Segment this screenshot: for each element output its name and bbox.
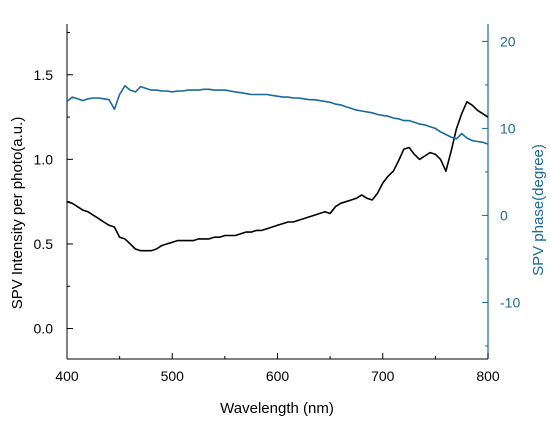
y-right-tick-label: -10	[500, 294, 520, 310]
phase-series-line	[66, 85, 489, 145]
x-axis: 400 500 600 700 800	[55, 353, 500, 384]
x-tick-label: 500	[161, 368, 185, 384]
x-axis-title: Wavelength (nm)	[220, 400, 334, 417]
y-right-tick-label: 0	[500, 207, 508, 223]
x-tick-label: 800	[476, 368, 500, 384]
y-right-tick-label: 10	[500, 120, 516, 136]
y-left-axis-title: SPV Intensity per photo(a.u.)	[9, 117, 26, 310]
y-left-axis: 0.0 0.5 1.0 1.5	[34, 31, 73, 337]
y-left-tick-label: 0.5	[34, 236, 54, 252]
y-right-axis: -10 0 10 20	[482, 33, 520, 347]
x-tick-label: 700	[371, 368, 395, 384]
plot-frame	[66, 24, 489, 360]
y-left-tick-label: 1.0	[34, 151, 54, 167]
x-tick-label: 600	[266, 368, 290, 384]
x-tick-label: 400	[55, 368, 79, 384]
series-layer	[66, 85, 489, 252]
y-right-tick-label: 20	[500, 33, 516, 49]
intensity-series-line	[66, 101, 489, 252]
y-right-axis-title: SPV phase(degree)	[530, 144, 547, 276]
y-left-tick-label: 1.5	[34, 67, 54, 83]
y-left-tick-label: 0.0	[34, 321, 54, 337]
